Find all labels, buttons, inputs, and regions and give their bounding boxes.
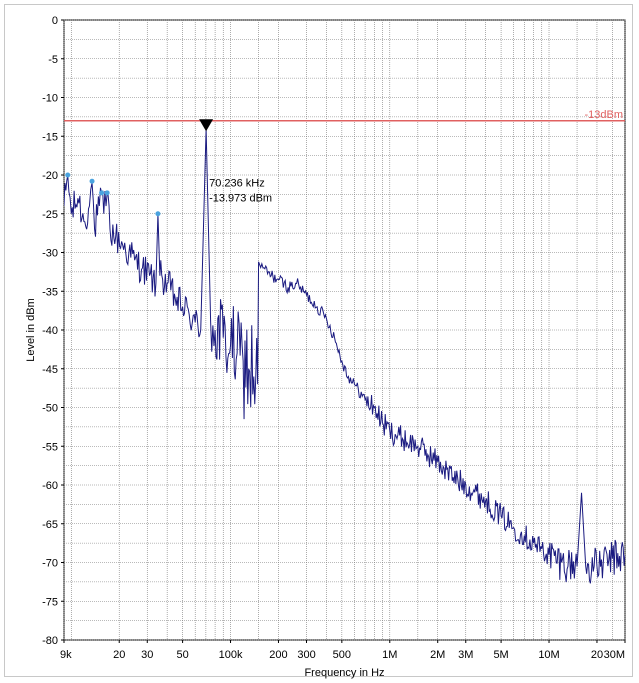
x-tick-label: 5M [493,649,508,661]
x-axis-ticks: 9k 20 30 50 100k 200 300 500 1M 2M 3M 5M 10M 20 30M [60,640,626,661]
y-tick-label: -10 [42,93,58,105]
y-tick-label: -55 [42,441,58,453]
y-tick-label: -50 [42,403,58,415]
x-tick-label: 30 [141,649,153,661]
peak-point [104,190,110,196]
y-axis-ticks: 0 -5 -10 -15 -20 -25 -30 -35 -40 -45 -50 -55 -60 -65 -… [42,15,64,647]
x-tick-label: 300 [297,649,315,661]
y-tick-label: 0 [52,15,58,27]
x-tick-label: 10M [538,649,559,661]
trace-group [64,128,625,584]
limit-line-group: -13dBm [64,109,625,122]
peak-point [65,172,71,178]
y-tick-label: -30 [42,248,58,260]
y-tick-label: -20 [42,170,58,182]
x-tick-label: 1M [382,649,397,661]
y-tick-label: -35 [42,286,58,298]
trace-line [64,128,625,584]
y-tick-label: -40 [42,325,58,337]
y-tick-label: -45 [42,364,58,376]
grid [63,19,626,641]
x-tick-label: 30M [604,649,625,661]
marker-triangle[interactable] [199,119,214,132]
x-axis-label: Frequency in Hz [304,667,384,679]
y-tick-label: -70 [42,558,58,570]
y-tick-label: -25 [42,209,58,221]
y-tick-label: -5 [48,54,58,66]
x-tick-label: 500 [333,649,351,661]
marker-level-label: -13.973 dBm [209,193,272,205]
x-tick-label: 20 [591,649,603,661]
x-tick-label: 100k [219,649,243,661]
marker-group: 70.236 kHz -13.973 dBm [199,119,272,205]
y-tick-label: -80 [42,635,58,647]
peak-point [89,178,95,184]
y-tick-label: -15 [42,131,58,143]
x-tick-label: 3M [458,649,473,661]
x-tick-label: 9k [60,649,72,661]
limit-line-label: -13dBm [584,109,623,121]
y-tick-label: -60 [42,480,58,492]
marker-frequency-label: 70.236 kHz [209,178,265,190]
x-tick-label: 20 [113,649,125,661]
y-tick-label: -75 [42,596,58,608]
y-tick-label: -65 [42,519,58,531]
peak-point [155,211,161,217]
x-tick-label: 50 [176,649,188,661]
y-axis-label: Level in dBm [25,298,37,362]
peak-point [99,190,105,196]
peak-markers [65,172,161,217]
x-tick-label: 2M [430,649,445,661]
x-tick-label: 200 [269,649,287,661]
